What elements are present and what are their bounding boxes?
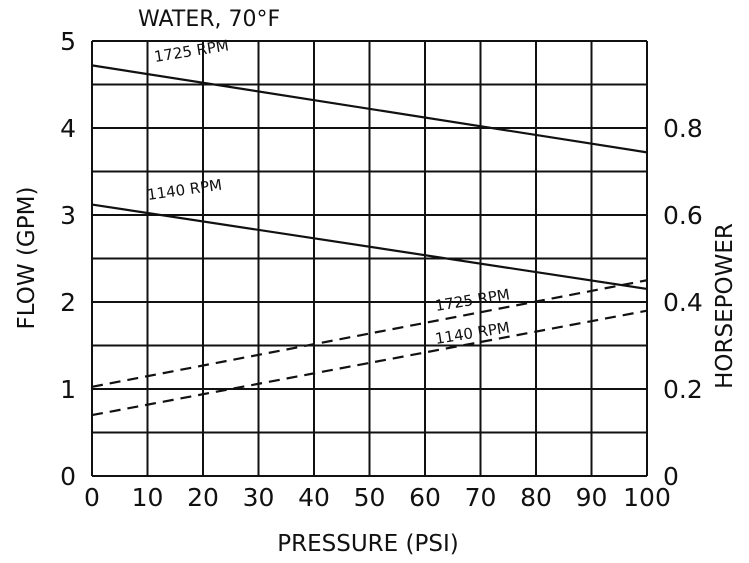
y2-tick-label-4: 0.8	[663, 114, 703, 143]
x-tick-label-7: 70	[465, 483, 497, 512]
y2-tick-labels: 0 0.2 0.4 0.6 0.8	[663, 114, 703, 491]
curve-label-flow-1140: 1140 RPM	[146, 176, 223, 204]
grid-lines	[91, 40, 648, 477]
series-lines	[91, 64, 648, 417]
x-axis-title: PRESSURE (PSI)	[277, 531, 458, 557]
y2-tick-label-3: 0.6	[663, 201, 703, 230]
x-tick-label-3: 30	[243, 483, 275, 512]
x-tick-label-9: 90	[576, 483, 608, 512]
x-tick-label-6: 60	[409, 483, 441, 512]
series-line-hp-2	[91, 279, 648, 388]
y-tick-label-4: 4	[60, 114, 76, 143]
x-tick-labels: 0 10 20 30 40 50 60 70 80 90 100	[84, 483, 671, 512]
y2-axis-title: HORSEPOWER	[712, 223, 738, 389]
y-tick-label-2: 2	[60, 288, 76, 317]
y-tick-label-0: 0	[60, 462, 76, 491]
x-tick-label-10: 100	[623, 483, 671, 512]
x-tick-label-2: 20	[187, 483, 219, 512]
series-line-hp-3	[91, 309, 648, 417]
x-tick-label-1: 10	[132, 483, 164, 512]
y2-tick-label-1: 0.2	[663, 375, 703, 404]
curve-label-hp-1725: 1725 RPM	[434, 285, 511, 315]
y-tick-label-1: 1	[60, 375, 76, 404]
x-tick-label-4: 40	[298, 483, 330, 512]
x-tick-label-5: 50	[354, 483, 386, 512]
series-line-flow-0	[91, 64, 648, 154]
y2-tick-label-0: 0	[663, 462, 679, 491]
y2-tick-label-2: 0.4	[663, 288, 703, 317]
chart-title: WATER, 70°F	[138, 7, 280, 32]
y-tick-labels: 0 1 2 3 4 5	[60, 27, 76, 491]
x-tick-label-0: 0	[84, 483, 100, 512]
y-tick-label-5: 5	[60, 27, 76, 56]
series-line-flow-1	[91, 203, 648, 291]
y-tick-label-3: 3	[60, 201, 76, 230]
y-axis-title: FLOW (GPM)	[14, 187, 40, 330]
x-tick-label-8: 80	[520, 483, 552, 512]
